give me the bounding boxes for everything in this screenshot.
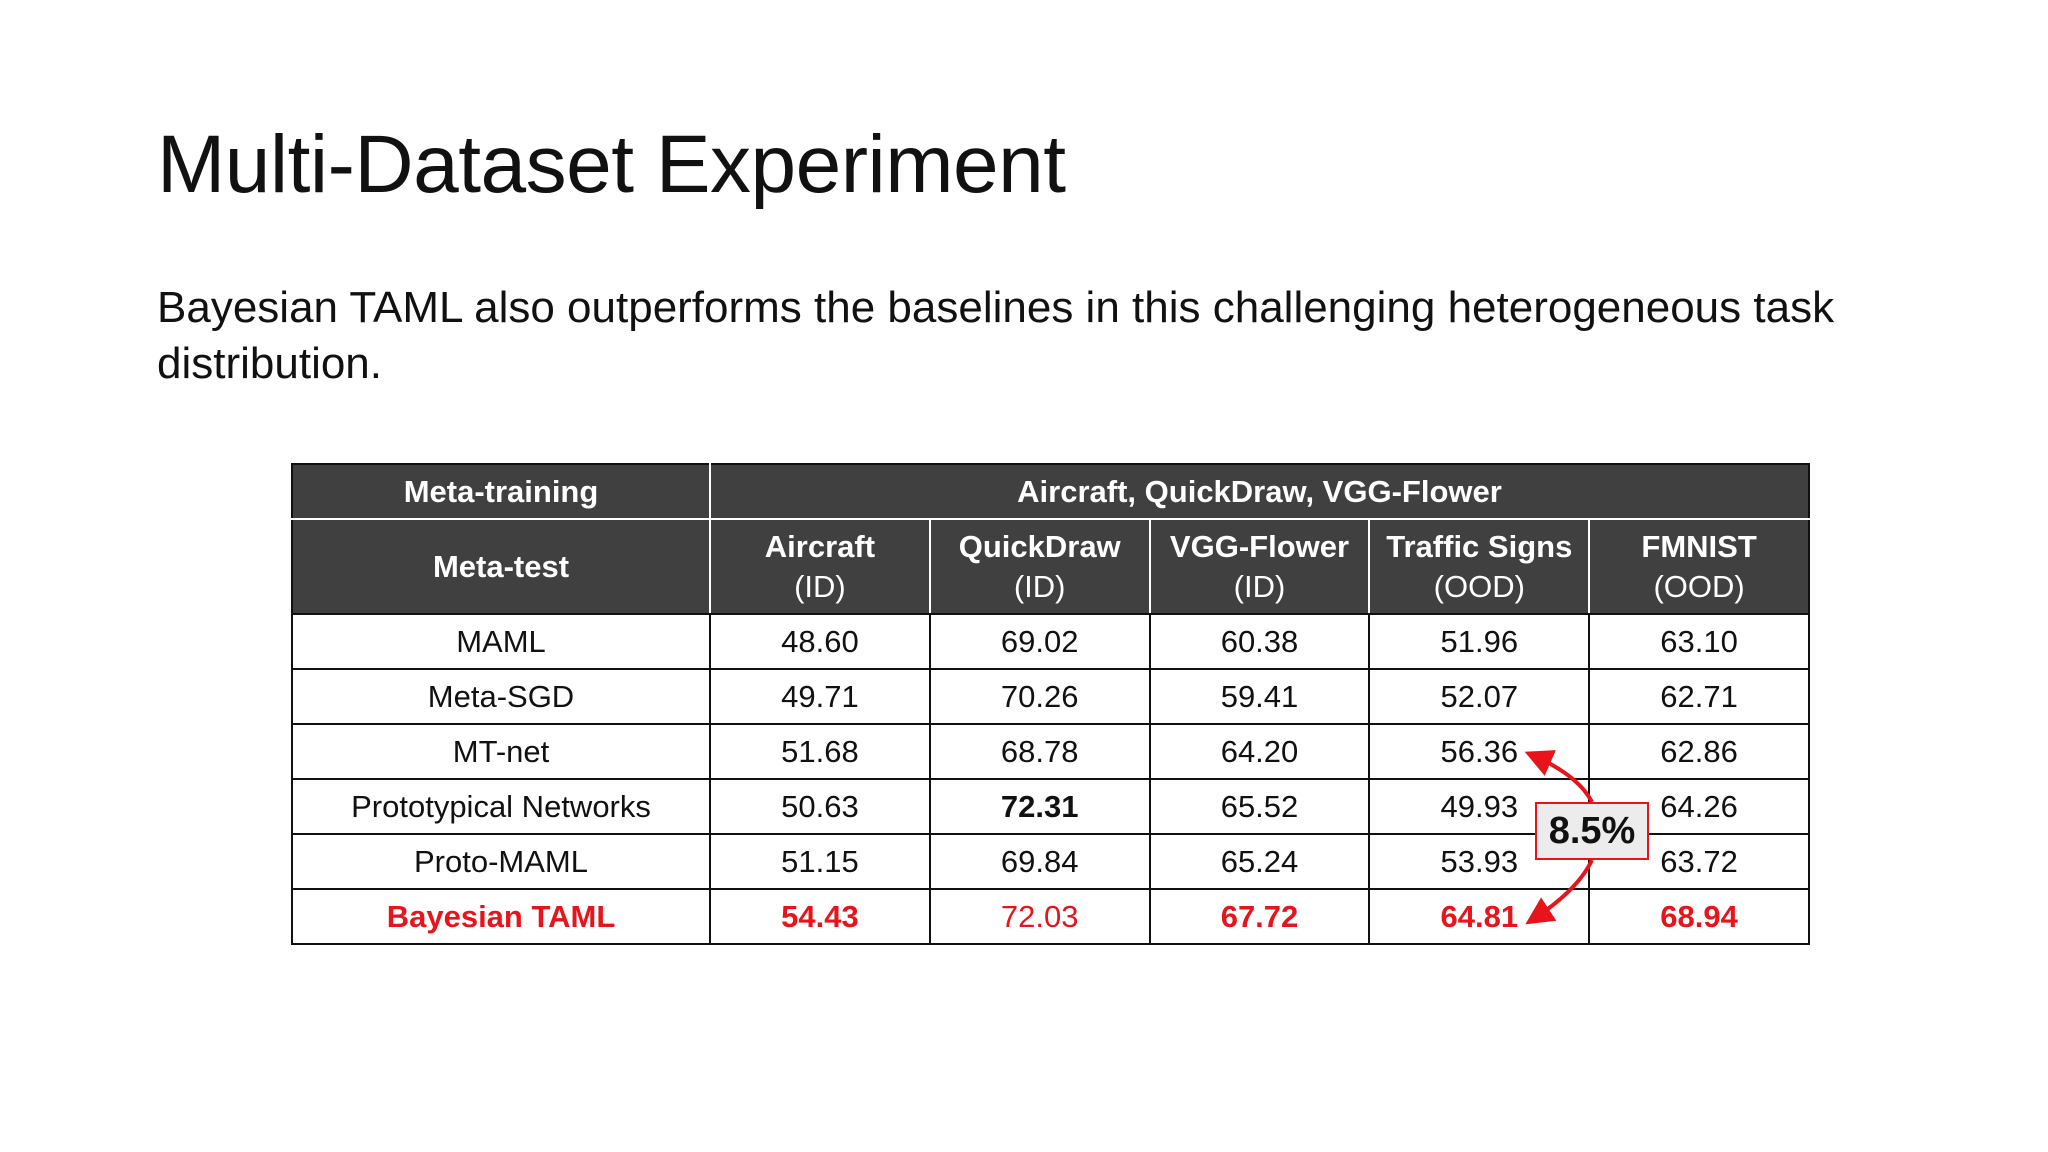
table-cell: 56.36 <box>1368 723 1591 780</box>
table-cell: 68.78 <box>928 723 1151 780</box>
meta-test-label: Meta-test <box>291 518 711 615</box>
table-cell: 51.15 <box>709 833 931 890</box>
column-name: VGG-Flower <box>1169 528 1350 564</box>
column-header-vgg-flower: VGG-Flower (ID) <box>1148 518 1371 615</box>
table-cell: 60.38 <box>1148 613 1371 670</box>
method-name: MT-net <box>291 723 711 780</box>
table-cell: 65.24 <box>1148 833 1371 890</box>
method-name: Bayesian TAML <box>291 888 711 945</box>
table-row-bayesian-taml: Bayesian TAML 54.43 72.03 67.72 64.81 68… <box>291 888 1810 945</box>
method-name: MAML <box>291 613 711 670</box>
method-name: Meta-SGD <box>291 668 711 725</box>
table-cell-best: 67.72 <box>1148 888 1371 945</box>
table-cell-best: 64.81 <box>1368 888 1591 945</box>
column-split: (OOD) <box>1433 568 1525 604</box>
table-cell: 69.84 <box>928 833 1151 890</box>
column-name: Aircraft <box>764 528 876 564</box>
column-split: (ID) <box>1233 568 1286 604</box>
table-cell: 52.07 <box>1368 668 1591 725</box>
table-cell: 69.02 <box>928 613 1151 670</box>
method-name: Prototypical Networks <box>291 778 711 835</box>
table-cell: 65.52 <box>1148 778 1371 835</box>
table-cell-best: 72.31 <box>928 778 1151 835</box>
table-cell: 48.60 <box>709 613 931 670</box>
column-header-aircraft: Aircraft (ID) <box>709 518 931 615</box>
header-row-meta-test: Meta-test Aircraft (ID) QuickDraw (ID) V… <box>291 518 1810 615</box>
method-name: Proto-MAML <box>291 833 711 890</box>
meta-training-datasets: Aircraft, QuickDraw, VGG-Flower <box>709 463 1810 520</box>
table-cell: 51.68 <box>709 723 931 780</box>
table-cell-best: 68.94 <box>1588 888 1810 945</box>
table-cell: 72.03 <box>928 888 1151 945</box>
table-cell: 64.20 <box>1148 723 1371 780</box>
table-cell: 49.71 <box>709 668 931 725</box>
table-cell: 70.26 <box>928 668 1151 725</box>
column-split: (OOD) <box>1653 568 1745 604</box>
results-table: Meta-training Aircraft, QuickDraw, VGG-F… <box>291 463 1810 945</box>
slide-title: Multi-Dataset Experiment <box>157 119 1066 210</box>
table-row-maml: MAML 48.60 69.02 60.38 51.96 63.10 <box>291 613 1810 670</box>
meta-training-label: Meta-training <box>291 463 711 520</box>
table-row-meta-sgd: Meta-SGD 49.71 70.26 59.41 52.07 62.71 <box>291 668 1810 725</box>
column-split: (ID) <box>1013 568 1066 604</box>
column-name: Traffic Signs <box>1386 528 1573 564</box>
table-cell: 51.96 <box>1368 613 1591 670</box>
table-cell: 50.63 <box>709 778 931 835</box>
header-row-meta-training: Meta-training Aircraft, QuickDraw, VGG-F… <box>291 463 1810 520</box>
table-cell-best: 54.43 <box>709 888 931 945</box>
column-header-fmnist: FMNIST (OOD) <box>1588 518 1810 615</box>
table-row-mt-net: MT-net 51.68 68.78 64.20 56.36 62.86 <box>291 723 1810 780</box>
improvement-badge: 8.5% <box>1535 802 1649 860</box>
slide-body-text: Bayesian TAML also outperforms the basel… <box>157 283 1835 388</box>
table-cell: 63.10 <box>1588 613 1810 670</box>
column-split: (ID) <box>794 568 846 604</box>
table-cell: 62.86 <box>1588 723 1810 780</box>
column-header-quickdraw: QuickDraw (ID) <box>928 518 1151 615</box>
column-name: FMNIST <box>1641 528 1757 564</box>
table-cell: 62.71 <box>1588 668 1810 725</box>
table-cell: 59.41 <box>1148 668 1371 725</box>
column-header-traffic-signs: Traffic Signs (OOD) <box>1368 518 1591 615</box>
column-name: QuickDraw <box>958 528 1121 564</box>
